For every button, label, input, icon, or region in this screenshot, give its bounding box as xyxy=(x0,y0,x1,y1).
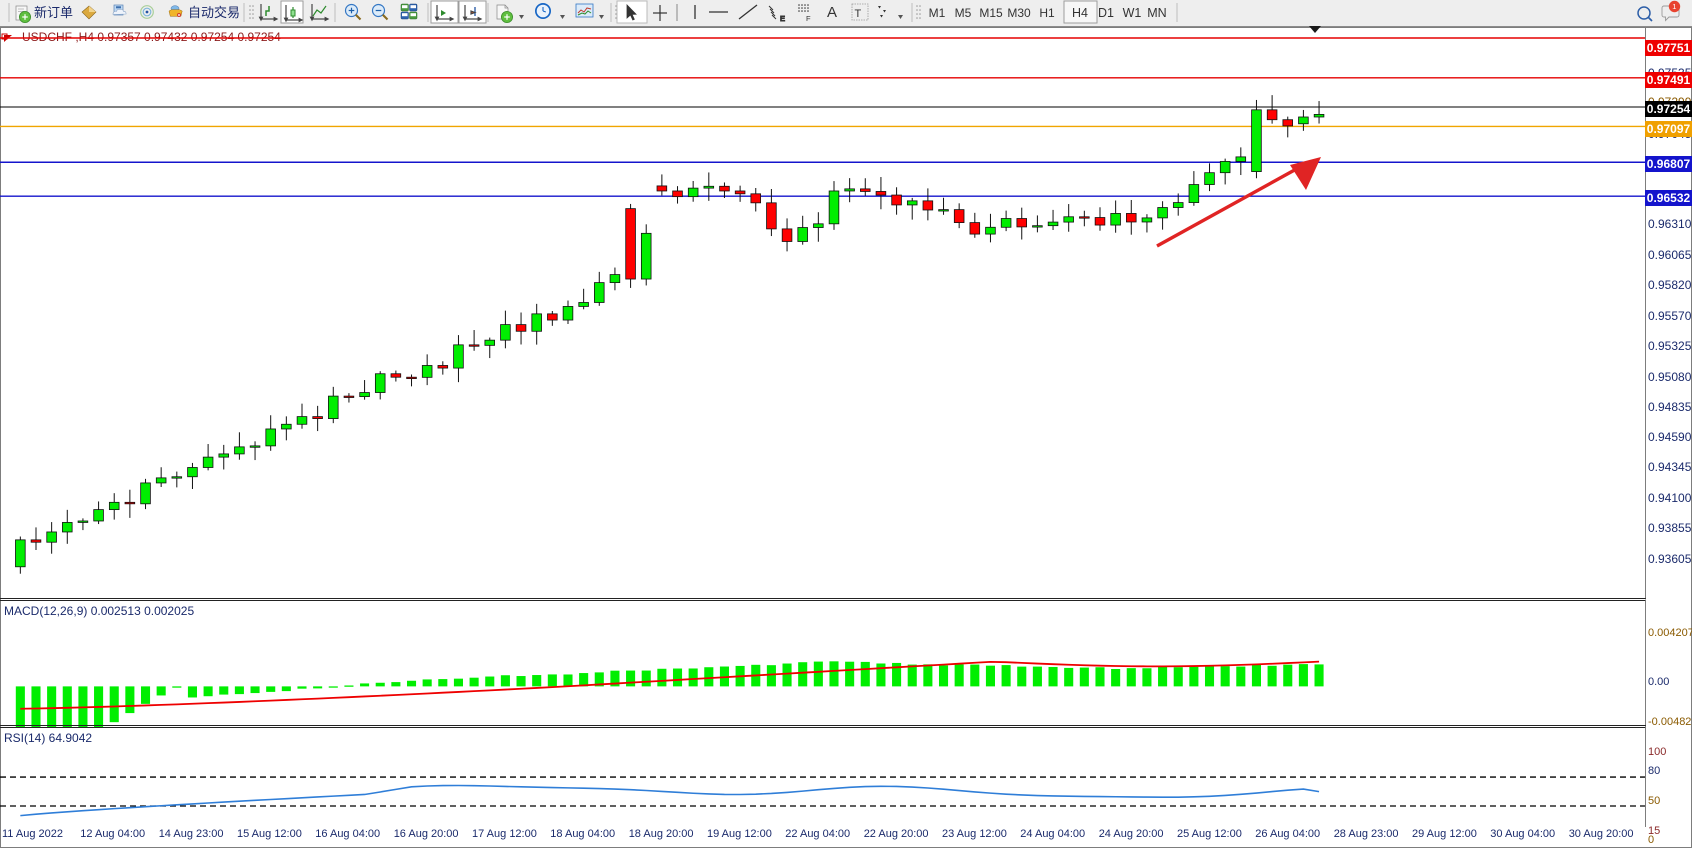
svg-text:M30: M30 xyxy=(1007,6,1031,20)
svg-text:1: 1 xyxy=(1672,2,1676,11)
svg-text:T: T xyxy=(855,8,862,20)
svg-text:M15: M15 xyxy=(979,6,1003,20)
svg-text:M5: M5 xyxy=(955,6,972,20)
svg-text:A: A xyxy=(827,4,837,21)
svg-text:自动交易: 自动交易 xyxy=(188,5,240,20)
svg-text:F: F xyxy=(806,14,811,23)
svg-text:E: E xyxy=(780,14,785,23)
svg-text:新订单: 新订单 xyxy=(34,5,73,20)
svg-text:D1: D1 xyxy=(1098,6,1114,20)
svg-text:H4: H4 xyxy=(1072,6,1088,20)
svg-text:MN: MN xyxy=(1147,6,1166,20)
svg-text:H1: H1 xyxy=(1039,6,1055,20)
svg-text:USDCHF ,H4 0.97357 0.97432 0.: USDCHF ,H4 0.97357 0.97432 0.97254 0.972… xyxy=(22,30,281,44)
svg-text:W1: W1 xyxy=(1123,6,1142,20)
svg-text:M1: M1 xyxy=(929,6,946,20)
